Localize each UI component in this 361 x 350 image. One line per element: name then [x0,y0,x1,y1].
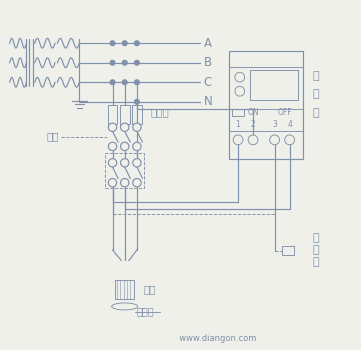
Text: 盒: 盒 [313,108,319,118]
Bar [232,108,244,116]
Text: 触: 触 [313,245,319,255]
Circle shape [110,41,115,46]
Bar [249,70,297,100]
Circle shape [133,123,141,131]
Text: 至用户: 至用户 [137,307,155,317]
Circle shape [233,135,243,145]
Text: 刀闸: 刀闸 [46,132,59,142]
Bar [120,105,130,125]
Circle shape [121,142,129,150]
Text: N: N [204,95,213,108]
Circle shape [135,80,139,85]
Circle shape [110,80,115,85]
Circle shape [235,86,245,96]
Circle shape [122,60,127,65]
Text: www.diangon.com: www.diangon.com [174,334,256,343]
Circle shape [121,178,129,187]
Circle shape [121,159,129,167]
Text: 控: 控 [313,71,319,81]
Circle shape [108,178,117,187]
Text: 器: 器 [313,257,319,267]
Bar [108,105,117,125]
Bar [104,153,144,188]
Circle shape [285,135,295,145]
Text: ON: ON [247,107,259,117]
Circle shape [248,135,258,145]
Text: B: B [204,56,212,69]
Circle shape [108,123,117,131]
Bar [115,280,134,299]
Text: A: A [204,37,212,50]
Circle shape [133,142,141,150]
Text: 3: 3 [272,120,277,129]
Text: 制: 制 [313,90,319,99]
Bar [132,105,142,125]
Text: 2: 2 [251,120,255,129]
Circle shape [270,135,279,145]
Bar [229,51,303,159]
Text: 控头: 控头 [144,284,156,294]
Text: 4: 4 [287,120,292,129]
Text: OFF: OFF [278,107,293,117]
Circle shape [135,99,139,104]
Circle shape [108,142,117,150]
Circle shape [133,159,141,167]
Text: 熔断器: 熔断器 [151,107,170,117]
Circle shape [135,41,139,46]
Text: 接: 接 [313,233,319,243]
Bar [282,246,294,255]
Circle shape [122,80,127,85]
Circle shape [133,178,141,187]
Circle shape [108,159,117,167]
Circle shape [122,41,127,46]
Text: 1: 1 [236,120,240,129]
Circle shape [110,60,115,65]
Circle shape [135,60,139,65]
Circle shape [121,123,129,131]
Circle shape [235,72,245,82]
Text: C: C [204,76,212,89]
